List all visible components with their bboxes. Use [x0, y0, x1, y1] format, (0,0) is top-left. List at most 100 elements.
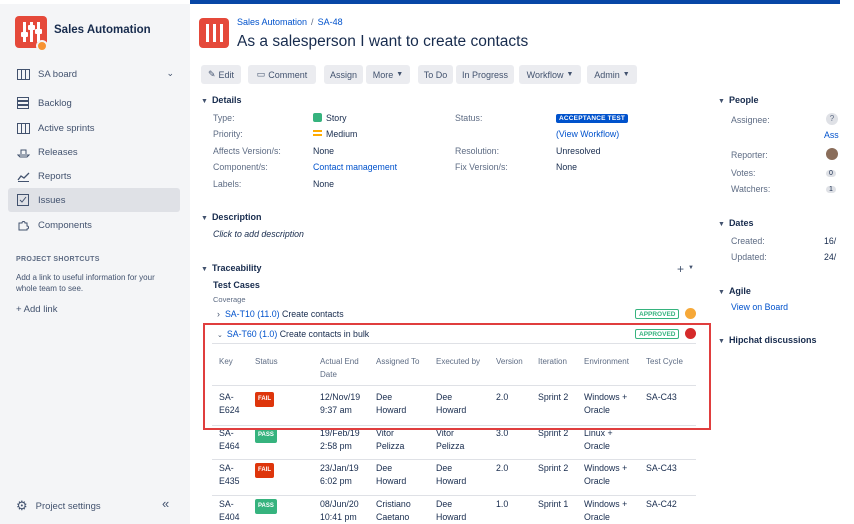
- test-cycle-link[interactable]: SA-C43: [646, 463, 677, 473]
- hipchat-heading[interactable]: ▼ Hipchat discussions: [718, 335, 816, 345]
- workflow-button[interactable]: Workflow ▼: [519, 65, 581, 84]
- sidebar-item-releases[interactable]: Releases: [8, 140, 180, 164]
- watchers-count-text: 1: [826, 186, 836, 193]
- execution-key-link[interactable]: SA-E464: [219, 428, 240, 451]
- dates-heading-label: Dates: [728, 218, 754, 228]
- agile-heading[interactable]: ▼ Agile: [718, 286, 751, 296]
- description-heading[interactable]: ▼ Description: [201, 212, 261, 222]
- project-name[interactable]: Sales Automation: [54, 24, 151, 36]
- hipchat-heading-label: Hipchat discussions: [728, 335, 817, 345]
- assigned-to: Cristiano Caetano: [376, 499, 411, 522]
- priority-text: Medium: [326, 129, 358, 139]
- sidebar-item-backlog[interactable]: Backlog: [8, 91, 180, 115]
- view-workflow-link[interactable]: (View Workflow): [556, 129, 620, 139]
- test-cycle-link[interactable]: SA-C42: [646, 499, 677, 509]
- edit-button[interactable]: ✎ Edit: [201, 65, 241, 84]
- test-case-key[interactable]: SA-T10: [224, 309, 255, 319]
- issue-view: Sales Automation / SA-48 As a salesperson …: [190, 4, 854, 524]
- version: 1.0: [496, 499, 509, 509]
- in-progress-button[interactable]: In Progress: [456, 65, 514, 84]
- test-case-row[interactable]: › SA-T10 (11.0) Create contacts: [217, 309, 344, 319]
- coverage-label: Coverage: [213, 295, 246, 304]
- test-case-row-expanded[interactable]: ⌄ SA-T60 (1.0) Create contacts in bulk: [217, 329, 369, 339]
- type-label: Type:: [213, 113, 235, 123]
- watchers-count[interactable]: 1: [826, 183, 836, 193]
- sidebar-item-reports[interactable]: Reports: [8, 164, 180, 188]
- actual-end-date: 08/Jun/20 10:41 pm: [320, 499, 359, 522]
- board-icon: [16, 121, 30, 135]
- col-header-iteration: Iteration: [538, 357, 567, 366]
- col-header-environment: Environment: [584, 357, 629, 366]
- execution-key-link[interactable]: SA-E624: [219, 392, 240, 415]
- sidebar-item-label: Backlog: [38, 97, 72, 109]
- admin-button[interactable]: Admin ▼: [587, 65, 637, 84]
- project-avatar-icon: [199, 18, 229, 48]
- chevron-down-icon: ⌄: [217, 332, 223, 339]
- collapse-sidebar-icon[interactable]: «: [162, 496, 170, 511]
- chevron-down-icon: ⌄: [166, 68, 174, 78]
- assigned-to: Dee Howard: [376, 392, 407, 415]
- comment-button[interactable]: ▭ Comment: [248, 65, 316, 84]
- sidebar-item-issues[interactable]: Issues: [8, 188, 180, 212]
- priority-label: Priority:: [213, 129, 243, 139]
- test-cycle-link[interactable]: SA-C43: [646, 392, 677, 402]
- chevron-down-icon: ▼: [201, 266, 208, 273]
- dates-heading[interactable]: ▼ Dates: [718, 218, 753, 228]
- more-label: More: [372, 69, 394, 80]
- test-case-key[interactable]: SA-T60: [226, 329, 257, 339]
- status-label: Status:: [455, 113, 483, 123]
- unassigned-avatar-icon: ?: [826, 113, 838, 125]
- test-cases-heading: Test Cases: [213, 280, 260, 290]
- sidebar-item-label: Issues: [38, 194, 66, 206]
- reporter-avatar[interactable]: [826, 148, 838, 160]
- issues-icon: [16, 193, 30, 207]
- resolution-value: Unresolved: [556, 146, 601, 156]
- chart-icon: [16, 169, 30, 183]
- traceability-heading[interactable]: ▼ Traceability: [201, 263, 261, 273]
- shortcuts-heading: PROJECT SHORTCUTS: [16, 256, 100, 263]
- execution-key-link[interactable]: SA-E435: [219, 463, 240, 486]
- sidebar-item-label: Components: [38, 219, 92, 231]
- chevron-down-icon: ▼: [718, 289, 725, 296]
- comment-icon: ▭: [256, 69, 266, 79]
- chevron-down-icon[interactable]: ▼: [688, 265, 694, 271]
- edit-label: Edit: [218, 69, 235, 80]
- issue-title[interactable]: As a salesperson I want to create contac…: [237, 33, 529, 50]
- test-case-version: (11.0): [257, 309, 280, 319]
- breadcrumb-project[interactable]: Sales Automation: [237, 17, 308, 27]
- details-heading[interactable]: ▼ Details: [201, 95, 241, 105]
- execution-key-link[interactable]: SA-E404: [219, 499, 240, 522]
- board-selector[interactable]: SA board ⌄: [8, 62, 180, 86]
- chevron-down-icon: ▼: [718, 221, 725, 228]
- view-on-board-link[interactable]: View on Board: [731, 302, 789, 312]
- project-logo[interactable]: [15, 16, 47, 48]
- add-icon[interactable]: +: [677, 262, 685, 276]
- votes-count[interactable]: 0: [826, 167, 836, 177]
- breadcrumb-issue-key[interactable]: SA-48: [317, 17, 343, 27]
- executed-by: Dee Howard: [436, 392, 467, 415]
- traceability-heading-label: Traceability: [211, 263, 262, 273]
- environment: Windows + Oracle: [584, 392, 628, 415]
- project-badge-icon: [36, 40, 48, 52]
- assigned-to: Dee Howard: [376, 463, 407, 486]
- project-settings-link[interactable]: ⚙ Project settings: [16, 498, 101, 514]
- todo-button[interactable]: To Do: [418, 65, 453, 84]
- labels-value: None: [313, 179, 335, 189]
- component-link[interactable]: Contact management: [313, 162, 398, 172]
- assigned-to: Vitor Pelizza: [376, 428, 405, 451]
- iteration: Sprint 2: [538, 428, 569, 438]
- col-header-executed: Executed by: [436, 357, 481, 366]
- chevron-down-icon: ▼: [566, 71, 574, 78]
- assign-button[interactable]: Assign: [324, 65, 363, 84]
- sidebar-item-components[interactable]: Components: [8, 213, 180, 237]
- version: 3.0: [496, 428, 509, 438]
- more-button[interactable]: More ▼: [366, 65, 410, 84]
- add-link-button[interactable]: + Add link: [16, 304, 58, 315]
- people-heading-label: People: [728, 95, 759, 105]
- col-header-test-cycle: Test Cycle: [646, 357, 683, 366]
- sidebar-item-active-sprints[interactable]: Active sprints: [8, 116, 180, 140]
- board-name: SA board: [38, 68, 78, 80]
- people-heading[interactable]: ▼ People: [718, 95, 758, 105]
- description-placeholder[interactable]: Click to add description: [213, 229, 304, 239]
- assign-to-me-link[interactable]: Ass: [824, 130, 839, 140]
